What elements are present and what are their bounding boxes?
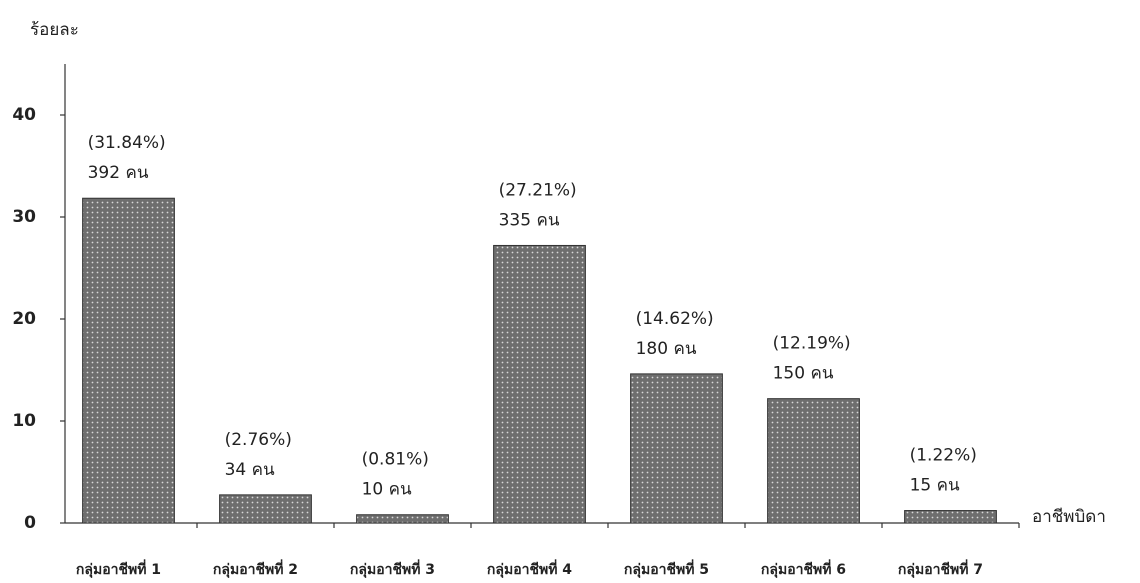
x-axis-label: อาชีพบิดา — [1032, 507, 1106, 527]
value-label: (1.22%) — [910, 446, 977, 466]
bar — [904, 510, 997, 524]
x-tick-label: กลุ่มอาชีพที่ 2 — [213, 559, 298, 578]
count-label: 180 คน — [636, 339, 697, 359]
value-label: (0.81%) — [362, 450, 429, 470]
x-tick-label: กลุ่มอาชีพที่ 3 — [350, 559, 435, 578]
y-tick-label: 20 — [12, 309, 36, 329]
count-label: 15 คน — [910, 476, 960, 496]
x-tick-label: กลุ่มอาชีพที่ 6 — [761, 559, 846, 578]
count-label: 335 คน — [499, 210, 560, 230]
value-label: (31.84%) — [88, 133, 166, 153]
value-label: (12.19%) — [773, 334, 851, 354]
x-tick-label: กลุ่มอาชีพที่ 1 — [76, 559, 161, 578]
x-tick-label: กลุ่มอาชีพที่ 7 — [898, 559, 983, 578]
value-label: (2.76%) — [225, 430, 292, 450]
count-label: 392 คน — [88, 163, 149, 183]
y-tick-label: 30 — [12, 207, 36, 227]
y-tick-label: 0 — [24, 513, 36, 533]
count-label: 34 คน — [225, 460, 275, 480]
value-label: (14.62%) — [636, 309, 714, 329]
y-tick-label: 10 — [12, 411, 36, 431]
x-tick-label: กลุ่มอาชีพที่ 4 — [487, 559, 572, 578]
x-tick-label: กลุ่มอาชีพที่ 5 — [624, 559, 709, 578]
bar — [219, 494, 312, 524]
count-label: 10 คน — [362, 480, 412, 500]
bar — [767, 398, 860, 524]
y-tick-label: 40 — [12, 105, 36, 125]
value-label: (27.21%) — [499, 180, 577, 200]
count-label: 150 คน — [773, 364, 834, 384]
bar — [630, 373, 723, 524]
y-axis-label: ร้อยละ — [30, 20, 79, 40]
bar — [356, 514, 449, 524]
bar — [82, 197, 175, 524]
bar — [493, 244, 586, 524]
